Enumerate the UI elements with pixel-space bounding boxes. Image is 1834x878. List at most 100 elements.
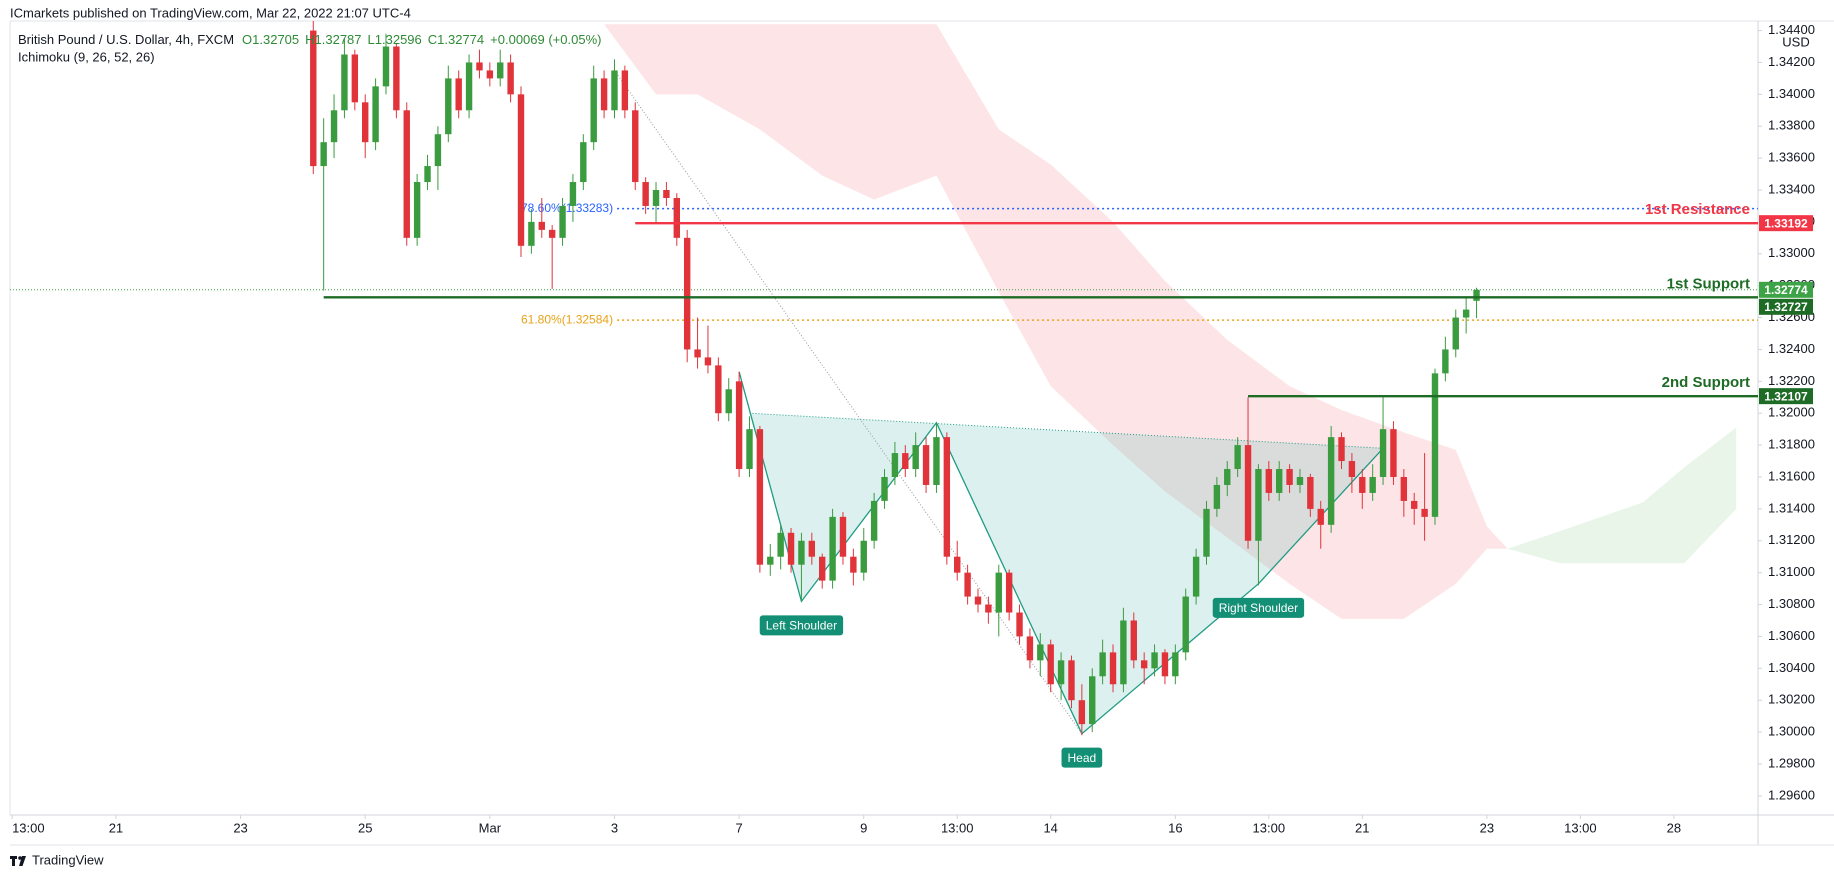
candle-body: [652, 190, 660, 206]
candle-body: [1431, 373, 1439, 517]
candle-body: [1109, 652, 1117, 685]
y-tick-label: 1.34400: [1768, 22, 1815, 37]
last-price-badge: [1759, 281, 1813, 298]
x-tick-label: 28: [1667, 820, 1681, 835]
indicator-legend: Ichimoku (9, 26, 52, 26): [18, 49, 155, 64]
candle-body: [445, 78, 452, 135]
candle-body: [621, 70, 629, 111]
candle-body: [642, 182, 649, 206]
plot-area: 78.60%(1.33283) 61.80%(1.32584): [10, 21, 1758, 736]
candle-body: [1151, 652, 1158, 669]
x-tick-label: 3: [611, 820, 618, 835]
candle-body: [1224, 469, 1231, 485]
y-tick-label: 1.34200: [1768, 54, 1815, 69]
y-tick-label: 1.31800: [1768, 437, 1815, 452]
candle-body: [580, 142, 587, 183]
candle-body: [1244, 445, 1252, 541]
x-tick-label: 13:00: [1253, 820, 1286, 835]
pattern-fill: [749, 413, 1384, 734]
candle-body: [798, 540, 805, 565]
y-tick-label: 1.31600: [1768, 468, 1815, 483]
legend-symbol: British Pound / U.S. Dollar, 4h, FXCM: [18, 32, 234, 47]
candle-body: [974, 596, 982, 605]
y-tick-label: 1.33600: [1768, 150, 1815, 165]
y-tick-label: 1.30000: [1768, 724, 1815, 739]
candle-body: [465, 62, 473, 111]
pattern-label: Head: [1061, 747, 1103, 768]
axis-unit: USD: [1782, 34, 1809, 49]
candle-body: [1296, 476, 1304, 485]
legend: British Pound / U.S. Dollar, 4h, FXCM O1.…: [18, 32, 601, 47]
pattern-label-box: [1212, 597, 1305, 618]
candle-body: [310, 30, 317, 167]
fib-label: 61.80%(1.32584): [521, 312, 613, 326]
candle-body: [808, 540, 816, 557]
candle-body: [881, 476, 888, 501]
candle-body: [787, 532, 795, 565]
candle-body: [746, 429, 753, 470]
pattern-label-box: [759, 615, 844, 636]
candle-body: [1089, 676, 1096, 725]
level-label: 2nd Support: [1662, 374, 1750, 391]
candle-body: [1286, 469, 1293, 485]
candle-body: [1452, 317, 1459, 350]
candle-body: [1057, 660, 1065, 685]
candle-body: [559, 205, 566, 238]
candle-body: [341, 54, 348, 111]
x-tick-label: 13:00: [12, 820, 45, 835]
candle-body: [870, 500, 878, 541]
y-tick-label: 1.32400: [1768, 341, 1815, 356]
candle-body: [704, 357, 712, 366]
x-tick-label: Mar: [479, 820, 502, 835]
pattern-label: Left Shoulder: [759, 615, 844, 636]
level-label: 1st Support: [1667, 275, 1750, 292]
candle-body: [351, 54, 359, 103]
candle-body: [819, 556, 826, 581]
level-price-badge: [1759, 298, 1813, 315]
pattern-label-text: Left Shoulder: [766, 619, 837, 633]
y-tick-label: 1.30400: [1768, 660, 1815, 675]
candle-body: [715, 365, 722, 414]
candle-body: [683, 237, 691, 350]
candle-body: [548, 229, 556, 238]
candle-body: [1307, 476, 1314, 509]
y-tick-label: 1.32200: [1768, 373, 1815, 388]
y-tick-label: 1.34000: [1768, 86, 1815, 101]
last-price-badge-text: 1.32774: [1764, 283, 1808, 297]
y-tick-label: 1.30200: [1768, 692, 1815, 707]
level-price-badge-text: 1.32727: [1764, 300, 1808, 314]
x-tick-label: 14: [1043, 820, 1057, 835]
candle-body: [725, 389, 732, 414]
level-price-badge-text: 1.32107: [1764, 389, 1808, 403]
candle-body: [735, 381, 743, 470]
candle-body: [476, 62, 483, 71]
level-price-badge: [1759, 215, 1813, 232]
candle-body: [839, 516, 847, 557]
x-tick-label: 13:00: [1564, 820, 1597, 835]
candle-body: [1016, 612, 1023, 637]
candle-body: [943, 437, 951, 557]
legend-open: O1.32705: [242, 32, 299, 47]
x-tick-label: 21: [1355, 820, 1369, 835]
candle-body: [1005, 572, 1013, 613]
legend-close: C1.32774: [428, 32, 484, 47]
ichimoku-cloud: [1507, 427, 1737, 564]
candle-body: [756, 429, 764, 565]
candle-body: [673, 197, 680, 238]
candle-body: [985, 604, 992, 613]
candle-body: [1068, 660, 1075, 701]
candle-body: [382, 46, 390, 87]
x-tick-label: 7: [735, 820, 742, 835]
overlay: 1st Resistance 1st Support 2nd Support Left…: [759, 201, 1750, 768]
brand-logo: [10, 856, 26, 866]
candle-body: [497, 62, 504, 79]
candle-body: [902, 453, 909, 470]
publisher: ICmarkets published on TradingView.com, …: [10, 5, 411, 20]
pattern-label-text: Head: [1068, 751, 1097, 765]
candle-body: [569, 182, 577, 206]
candle-body: [1078, 700, 1086, 725]
candle-body: [694, 349, 701, 358]
level-price-badge-text: 1.33192: [1764, 216, 1808, 230]
candle-body: [995, 572, 1002, 613]
y-tick-label: 1.30800: [1768, 596, 1815, 611]
